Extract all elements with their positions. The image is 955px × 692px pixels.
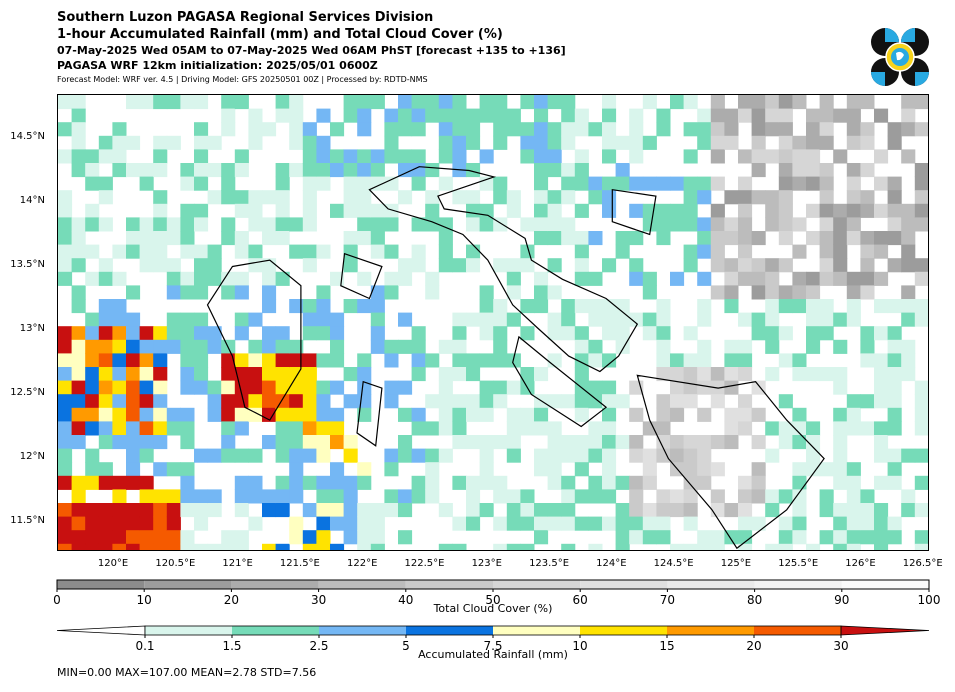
lon-tick-label: 125.5°E [778,558,819,569]
cloud-cover-colorbar: 0 10 20 30 40 50 60 70 80 90 100 [53,579,941,605]
cloud-colorbar-segment [841,580,929,589]
rain-colorbar-segment [754,626,842,635]
cloud-colorbar-tick-label: 20 [224,593,239,605]
rain-colorbar-segment [580,626,668,635]
coastlines [206,166,825,550]
lat-tick-label: 12°N [19,450,45,462]
lon-tick-label: 121°E [222,558,253,569]
rain-colorbar-tick-label: 0.1 [135,639,154,650]
lat-tick-label: 13.5°N [10,258,45,270]
cloud-colorbar-tick-label: 30 [311,593,326,605]
cloud-colorbar-tick-label: 0 [53,593,61,605]
cloud-colorbar-tick-label: 80 [747,593,762,605]
lon-tick-label: 124°E [596,558,627,569]
cloud-colorbar-tick-label: 60 [573,593,588,605]
rain-colorbar-segment [667,626,755,635]
cloud-colorbar-segment [231,580,319,589]
cloud-colorbar-segment [144,580,232,589]
rain-colorbar-tick-label: 5 [402,639,410,650]
map-title: Southern Luzon PAGASA Regional Services … [57,10,434,25]
rain-colorbar-tick-label: 1.5 [222,639,241,650]
cloud-colorbar-tick-label: 50 [485,593,500,605]
lon-tick-label: 124.5°E [653,558,694,569]
rain-colorbar-tick-label: 10 [572,639,587,650]
lon-tick-label: 120.5°E [155,558,196,569]
rain-colorbar-tick-label: 20 [746,639,761,650]
rain-colorbar-low-extension [56,625,146,636]
cloud-colorbar-tick-label: 90 [834,593,849,605]
lat-tick-label: 14.5°N [10,130,45,142]
lat-tick-label: 13°N [19,322,45,334]
grid-cells [58,95,928,550]
rain-colorbar-high-extension [840,625,930,636]
rainfall-colorbar: 0.1 1.5 2.5 5 7.5 10 15 20 30 [56,625,930,650]
lon-tick-label: 122°E [346,558,378,569]
cloud-colorbar-segment [318,580,406,589]
lon-tick-label: 125°E [720,558,752,569]
rain-colorbar-segment [319,626,407,635]
cloud-cover-colorbar-label: Total Cloud Cover (%) [433,602,553,615]
cloud-colorbar-segment [405,580,493,589]
lon-tick-label: 120°E [97,558,129,569]
map-canvas [58,95,928,550]
pagasa-logo-icon [871,28,929,86]
rain-colorbar-tick-label: 30 [833,639,848,650]
forecast-period: 07-May-2025 Wed 05AM to 07-May-2025 Wed … [57,44,566,57]
cloud-colorbar-segment [580,580,668,589]
lat-tick-label: 11.5°N [10,514,45,526]
rain-colorbar-segment [406,626,494,635]
cloud-colorbar-tick-label: 40 [398,593,413,605]
rain-colorbar-tick-label: 7.5 [483,639,502,650]
lon-tick-label: 126°E [845,558,876,569]
lon-tick-label: 123.5°E [529,558,570,569]
rain-colorbar-segment [145,626,233,635]
cloud-colorbar-segment [493,580,581,589]
lon-tick-label: 122.5°E [404,558,445,569]
map-subtitle: 1-hour Accumulated Rainfall (mm) and Tot… [57,27,503,42]
lat-tick-label: 12.5°N [10,386,45,398]
cloud-colorbar-tick-label: 10 [137,593,152,605]
rainfall-colorbar-label: Accumulated Rainfall (mm) [418,648,568,661]
statistics-summary: MIN=0.00 MAX=107.00 MEAN=2.78 STD=7.56 [57,666,317,679]
cloud-colorbar-segment [57,580,145,589]
rain-colorbar-segment [493,626,581,635]
lon-tick-label: 126.5°E [902,558,943,569]
rain-colorbar-tick-label: 2.5 [309,639,328,650]
rain-colorbar-segment [232,626,320,635]
cloud-colorbar-tick-label: 70 [660,593,675,605]
cloud-colorbar-tick-label: 100 [918,593,941,605]
rainfall-cloud-map [57,94,929,551]
cloud-colorbar-segment [667,580,755,589]
cloud-colorbar-segment [754,580,842,589]
initialization-time: PAGASA WRF 12km initialization: 2025/05/… [57,59,378,72]
model-info: Forecast Model: WRF ver. 4.5 | Driving M… [57,75,428,84]
lon-tick-label: 121.5°E [279,558,320,569]
lon-tick-label: 123°E [471,558,502,569]
lat-tick-label: 14°N [19,194,45,206]
rain-colorbar-tick-label: 15 [659,639,674,650]
